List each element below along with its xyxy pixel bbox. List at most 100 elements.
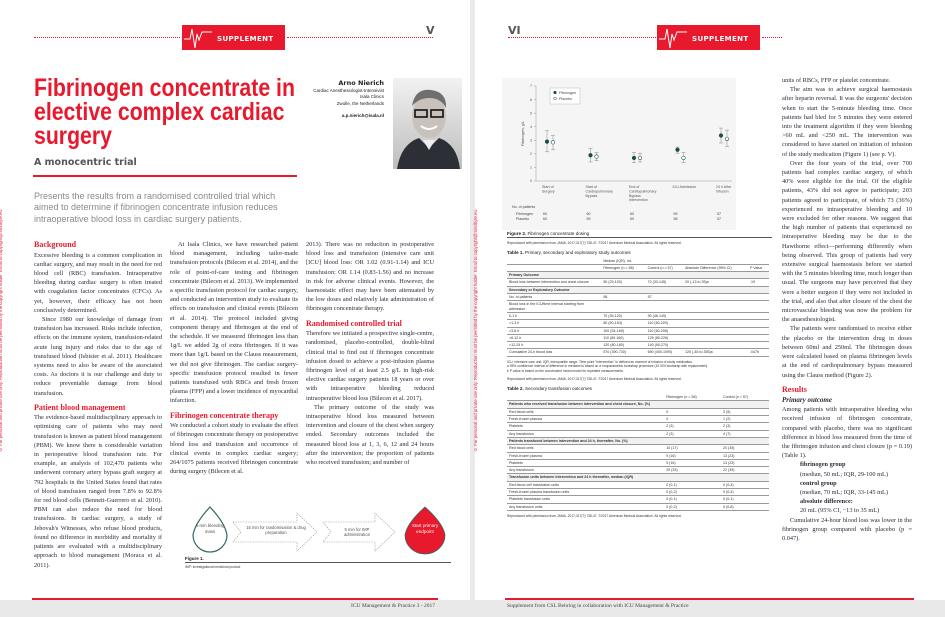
table-cell: Fresh-frozen plasma transfusion units — [507, 488, 665, 497]
trial-timeline-diagram — [192, 506, 446, 555]
x-tick-label: End of Cardiopulmonary Bypass Intervention — [629, 185, 657, 202]
table-cell — [748, 334, 769, 343]
table-cell: Platelets — [507, 459, 665, 468]
author-email[interactable]: a.p.nierich@isala.nl — [341, 112, 384, 118]
section-heading: Fibrinogen concentrate therapy — [170, 410, 279, 420]
column-header: Control (n = 57) — [721, 394, 769, 402]
table-cell: 570 (390-730) — [601, 348, 646, 357]
column-2: At Isala Clinics, we have researched pat… — [170, 240, 298, 476]
table-cell: 0 (0-1) — [721, 495, 769, 504]
x-tick-label: Start of Surgery — [542, 185, 555, 193]
table-row: Any transfusion units 0 (0-2) 0 (0-8) — [507, 503, 769, 511]
table-cell: 10 (17) — [664, 444, 722, 453]
table-cell: Any transfusion — [507, 466, 665, 475]
table-cell: >6-12 h — [507, 334, 602, 343]
reproduction-note: Reproduced with permission from JAMA. 20… — [507, 241, 682, 245]
table-cell: 0 (0-1) — [664, 481, 722, 490]
table-cell — [748, 312, 769, 321]
table-row: Patients transfused between intervention… — [507, 437, 769, 446]
table-row: Fresh-frozen plasma transfusion units 0 (… — [507, 488, 769, 497]
footnote: b P value is based on the constructed mi… — [507, 368, 624, 373]
legend-marker — [553, 96, 557, 101]
portrait-image — [397, 89, 460, 169]
result-label: fibrinogen group — [800, 461, 846, 469]
body-paragraph: Excessive bleeding is a common complicat… — [34, 251, 162, 314]
section-heading: Patient blood management — [34, 402, 126, 412]
arrow-shape — [322, 512, 396, 552]
author-photo — [393, 78, 462, 169]
table-2-caption: Table 2. Secondary transfusion outcomes — [507, 386, 772, 392]
right-page: © For personal and private use only. Rep… — [473, 0, 945, 609]
x-tick-label: ICU Admission — [673, 185, 697, 189]
subsection-heading: Primary outcome — [782, 396, 832, 405]
y-tick-label: 3 — [530, 138, 532, 142]
table-row: Primary Outcome — [507, 271, 769, 280]
data-point-placebo — [637, 155, 643, 161]
article-title: Fibrinogen concentrate in elective compl… — [34, 74, 295, 150]
table-cell — [645, 300, 684, 313]
table-row: Blood loss between intervention and ches… — [507, 278, 769, 287]
footnote: ICU, intensive care unit; IQR, interquar… — [507, 359, 693, 364]
footer-text: Supplement from CSL Behring in collabora… — [507, 603, 689, 609]
table-row: >12-24 h 120 (80-180) 140 (90-270) — [507, 341, 769, 350]
figure-2-chart: 0 1 2 3 4 5 6 7 Fibrinogen, g/L Start of Surgery St… — [502, 78, 736, 230]
table-cell: Red blood cell transfusion units — [507, 481, 665, 490]
legend-marker — [553, 90, 557, 95]
table-cell: 110 (80-160) — [601, 334, 646, 343]
reproduction-note: Reproduced with permission from JAMA. 20… — [507, 376, 682, 381]
table-cell — [683, 300, 749, 313]
table-cell — [683, 334, 749, 343]
patients-count: 60 — [630, 212, 634, 216]
group-header: Median (IQR), mL — [601, 257, 769, 265]
table-1-footnotes: ICU, intensive care unit; IQR, interquar… — [507, 360, 772, 374]
section-header: Transfusion units between intervention a… — [507, 473, 769, 482]
section-header: Patients transfused between intervention… — [507, 437, 769, 446]
data-point-placebo — [724, 136, 730, 142]
table-cell: 20 (35) — [721, 444, 769, 453]
table-cell: 140 (90-270) — [645, 341, 684, 350]
body-paragraph: Over the four years of the trial, over 7… — [782, 159, 912, 324]
supplement-badge: SUPPLEMENT — [182, 25, 285, 50]
table-row: Red blood cells 0 3 (5) — [507, 408, 769, 417]
table-row: Cumulative 24-h blood loss 570 (390-730) 6… — [507, 348, 769, 357]
section-heading: Background — [34, 240, 77, 249]
patients-count: 59 — [630, 217, 634, 221]
table-cell — [683, 293, 749, 302]
table-cell: 90 (46-149) — [645, 312, 684, 321]
data-point-placebo — [681, 155, 686, 161]
step-label: Start primary endpoint — [411, 523, 439, 534]
cell — [507, 257, 602, 265]
table-cell: .047b — [748, 348, 769, 357]
body-paragraph: The patients were randomised to receive … — [782, 325, 912, 379]
table-cell: 20 (-13 to 35)a — [683, 278, 749, 287]
table-cell: Red blood cells — [507, 408, 665, 417]
table-1: Median (IQR), mL Fibrinogen (n = 58) Contr… — [507, 257, 769, 357]
table-row: 0-1 h 70 (35-120) 90 (46-149) — [507, 312, 769, 321]
table-cell: 3 (5) — [721, 408, 769, 417]
legend-box — [549, 87, 581, 105]
table-row: Transfusion units between intervention a… — [507, 473, 769, 482]
page-number: VI — [508, 24, 521, 37]
patients-row-label: Placebo — [516, 217, 529, 221]
table-cell: Fresh-frozen plasma — [507, 452, 665, 460]
header-divider — [762, 37, 782, 38]
result-label: absolute difference: — [800, 498, 853, 506]
table-cell: 22 (39) — [721, 466, 769, 475]
section-header: Primary Outcome — [507, 271, 769, 280]
body-paragraph: Since 1980 our knowledge of damage from … — [34, 315, 162, 397]
table-cell: 20 (33) — [664, 466, 722, 475]
patients-count: 58 — [674, 217, 678, 221]
body-paragraph: The primary outcome of the study was int… — [306, 403, 434, 466]
reproduction-note: Reproduced with permission from JAMA. 20… — [507, 513, 682, 518]
table-cell: 1 (2) — [721, 415, 769, 424]
author-block: Arno Nierich Cardiac Anesthesiologist-In… — [300, 79, 384, 119]
column-header: Control (n = 57) — [645, 264, 684, 273]
body-paragraph: 2013). There was no reduction in postope… — [306, 241, 434, 313]
title-rule — [33, 175, 297, 177]
table-cell: >12-24 h — [507, 341, 602, 350]
table-cell: 80 (50-154) — [601, 319, 646, 328]
table-cell: 9 (16) — [664, 459, 722, 468]
table-row: Fresh-frozen plasma 0 1 (2) — [507, 415, 769, 424]
footer-text: ICU Management & Practice 3 - 2017 — [350, 603, 435, 609]
data-point-fibrinogen — [718, 133, 724, 138]
